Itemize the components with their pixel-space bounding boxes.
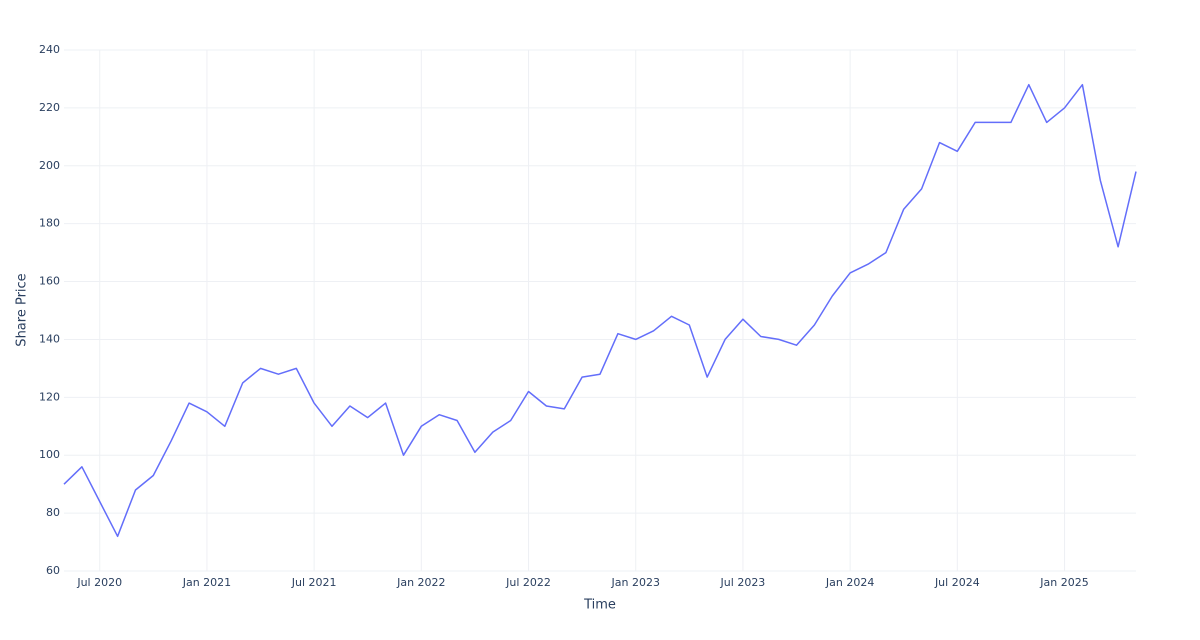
y-tick-label: 140 (39, 332, 60, 345)
y-tick-label: 160 (39, 275, 60, 288)
line (63, 83, 1137, 538)
x-tick-label: Jul 2021 (291, 576, 337, 589)
x-tick-label: Jan 2022 (396, 576, 445, 589)
x-tick-label: Jul 2022 (505, 576, 551, 589)
y-tick-label: 220 (39, 101, 60, 114)
x-tick-label: Jul 2023 (720, 576, 766, 589)
y-tick-label: 120 (39, 390, 60, 403)
y-tick-label: 100 (39, 448, 60, 461)
x-tick-label: Jan 2025 (1039, 576, 1088, 589)
y-tick-label: 60 (46, 564, 60, 577)
y-tick-label: 80 (46, 506, 60, 519)
y-tick-label: 180 (39, 217, 60, 230)
x-tick-label: Jan 2024 (825, 576, 874, 589)
y-tick-label: 240 (39, 43, 60, 56)
x-tick-label: Jul 2024 (934, 576, 980, 589)
y-tick-label: 200 (39, 159, 60, 172)
x-tick-label: Jan 2023 (611, 576, 660, 589)
y-axis-title: Share Price (15, 273, 30, 346)
x-axis-title: Time (583, 598, 616, 613)
x-tick-label: Jan 2021 (182, 576, 231, 589)
x-tick-label: Jul 2020 (76, 576, 122, 589)
